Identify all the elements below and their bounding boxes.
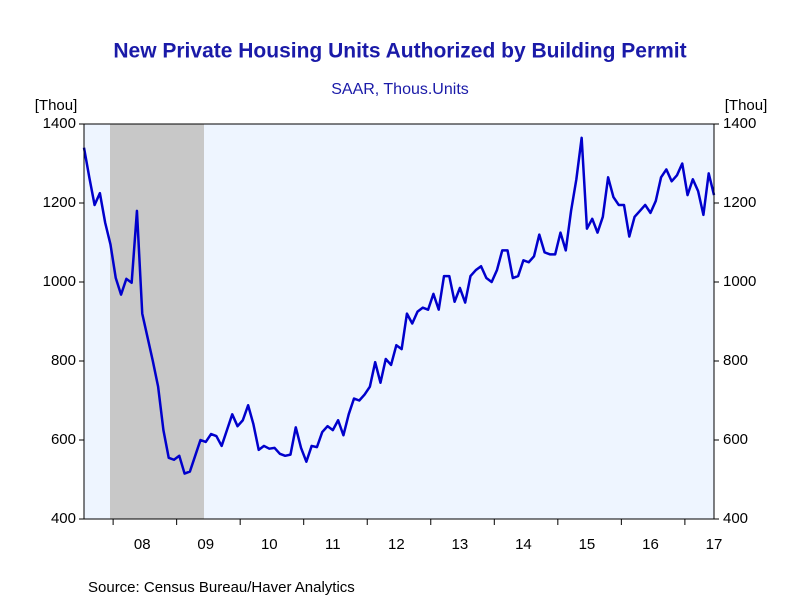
chart-title: New Private Housing Units Authorized by … (113, 40, 686, 63)
y2-tick-label: 1000 (723, 273, 756, 290)
y-tick-label: 1000 (43, 273, 76, 290)
y-tick-label: 800 (51, 352, 76, 369)
x-tick-label: 15 (579, 536, 596, 553)
x-tick-label: 10 (261, 536, 278, 553)
x-tick-label: 12 (388, 536, 405, 553)
y-axis-label: [Thou] (35, 97, 78, 114)
recession-shading (110, 124, 204, 519)
plot-layer (82, 136, 716, 475)
x-tick-label: 17 (706, 536, 723, 553)
x-tick-label: 14 (515, 536, 532, 553)
y2-tick-label: 1400 (723, 115, 756, 132)
plot-frame (83, 123, 715, 520)
y-tick-label: 1400 (43, 115, 76, 132)
chart-subtitle: SAAR, Thous.Units (331, 81, 469, 98)
x-tick-label: 08 (134, 536, 151, 553)
y2-tick-label: 400 (723, 510, 748, 527)
series-line (82, 136, 716, 475)
x-tick-label: 13 (452, 536, 469, 553)
source-note: Source: Census Bureau/Haver Analytics (88, 579, 355, 596)
x-tick-label: 11 (325, 536, 341, 553)
x-tick-label: 09 (197, 536, 214, 553)
y2-tick-label: 600 (723, 431, 748, 448)
y-tick-label: 600 (51, 431, 76, 448)
y-tick-label: 1200 (43, 194, 76, 211)
y-tick-label: 400 (51, 510, 76, 527)
x-tick-label: 16 (642, 536, 659, 553)
y2-tick-label: 1200 (723, 194, 756, 211)
y2-tick-label: 800 (723, 352, 748, 369)
y2-axis-label: [Thou] (725, 97, 768, 114)
